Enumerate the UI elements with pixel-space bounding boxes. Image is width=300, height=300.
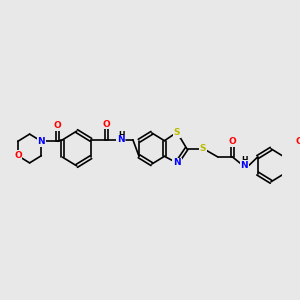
Text: N: N — [38, 137, 45, 146]
Text: O: O — [103, 120, 110, 129]
Text: H: H — [118, 131, 124, 140]
Text: N: N — [173, 158, 181, 167]
Text: S: S — [174, 128, 180, 137]
Text: O: O — [54, 121, 61, 130]
Text: N: N — [240, 161, 248, 170]
Text: O: O — [295, 137, 300, 146]
Text: O: O — [229, 137, 236, 146]
Text: S: S — [200, 144, 206, 153]
Text: O: O — [14, 151, 22, 160]
Text: H: H — [241, 156, 247, 165]
Text: N: N — [117, 135, 124, 144]
